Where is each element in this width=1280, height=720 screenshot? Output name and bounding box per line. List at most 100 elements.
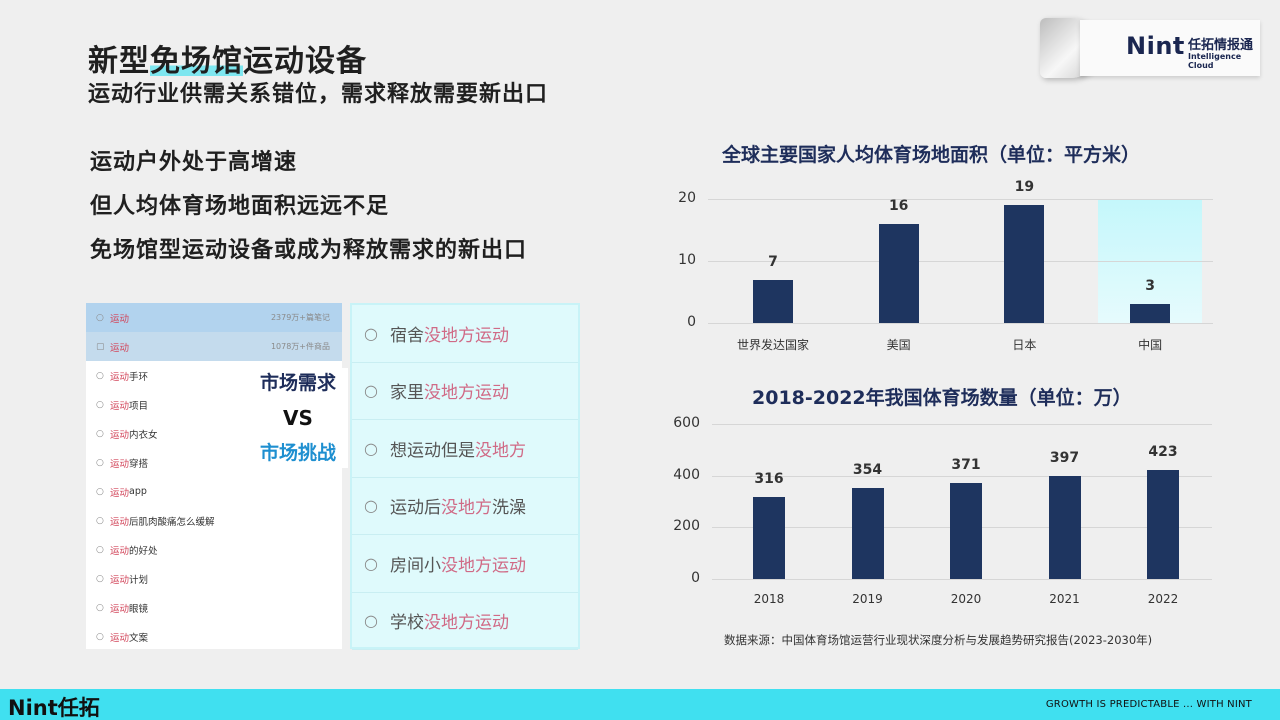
query-text: 学校 — [390, 613, 424, 634]
search-query-row[interactable]: ○ 运动后 没地方 洗澡 — [352, 478, 578, 535]
suggestion-keyword: 运动 — [110, 458, 130, 470]
bar — [753, 279, 793, 323]
logo-cn: 任拓情报通 — [1188, 38, 1254, 53]
query-text: 运动后 — [390, 498, 441, 519]
vs-box: 市场需求 VS 市场挑战 — [248, 368, 348, 468]
bar — [851, 487, 884, 579]
search-icon: ○ — [364, 611, 378, 631]
x-tick-label: 世界发达国家 — [736, 338, 809, 352]
gridline — [708, 323, 1213, 324]
footer-tagline: GROWTH IS PREDICTABLE ... WITH NINT — [1045, 699, 1252, 710]
gridline — [712, 475, 1212, 477]
search-suggestion-row[interactable]: ○ 运动 计划 — [86, 564, 342, 593]
key-point: 但人均体育场地面积远远不足 — [90, 194, 390, 219]
query-highlight: 没地方运动 — [424, 383, 509, 404]
search-query-row[interactable]: ○ 学校 没地方运动 — [352, 593, 578, 650]
bar-value-label: 354 — [852, 461, 883, 478]
search-suggestion-row[interactable]: ○ 运动 手环 — [86, 361, 342, 390]
chart1-title: 全球主要国家人均体育场地面积（单位：平方米） — [722, 144, 1141, 166]
query-highlight: 没地方运动 — [424, 325, 509, 346]
gridline — [708, 261, 1213, 262]
search-suggestion-row[interactable]: ○ 运动 项目 — [86, 390, 342, 419]
search-icon: ○ — [96, 457, 104, 468]
search-icon: ○ — [96, 370, 104, 381]
search-icon: ○ — [96, 544, 104, 555]
x-tick-label: 日本 — [1012, 338, 1037, 352]
search-suggestion-row[interactable]: ▢ 运动 1078万+件商品 — [86, 332, 342, 361]
bar — [1130, 304, 1171, 323]
page-title: 新型免场馆运动设备 — [88, 36, 367, 80]
search-suggestion-row[interactable]: ○ 运动 app — [86, 477, 342, 506]
suggestion-keyword: 运动 — [110, 371, 130, 383]
suggestion-count: 2379万+篇笔记 — [270, 313, 330, 322]
search-suggestion-row[interactable]: ○ 运动 穿搭 — [86, 448, 342, 477]
y-tick-label: 600 — [673, 415, 700, 431]
bar-value-label: 397 — [1049, 450, 1080, 467]
search-icon: ○ — [364, 438, 378, 458]
x-tick-label: 2020 — [950, 592, 982, 606]
search-icon: ○ — [96, 602, 104, 613]
logo-brand: Nint — [1126, 32, 1185, 60]
search-suggestion-row[interactable]: ○ 运动 2379万+篇笔记 — [86, 303, 342, 332]
suggestion-text: 穿搭 — [129, 458, 149, 470]
y-tick-label: 20 — [678, 190, 696, 206]
bar — [753, 497, 785, 579]
search-suggestion-row[interactable]: ○ 运动 的好处 — [86, 535, 342, 564]
page-subtitle: 运动行业供需关系错位，需求释放需要新出口 — [88, 82, 549, 107]
gridline — [712, 579, 1212, 580]
search-icon: ○ — [96, 428, 104, 439]
key-points: 运动户外处于高增速 但人均体育场地面积远远不足 免场馆型运动设备或成为释放需求的… — [90, 145, 527, 277]
logo-paper — [1080, 20, 1260, 76]
y-tick-label: 200 — [673, 518, 700, 535]
bar-value-label: 423 — [1148, 443, 1178, 460]
search-suggestion-row[interactable]: ○ 运动 文案 — [86, 622, 342, 651]
query-highlight: 没地方 — [441, 498, 492, 519]
suggestion-keyword: 运动 — [110, 516, 130, 528]
x-tick-label: 2021 — [1049, 592, 1080, 606]
x-tick-label: 2022 — [1147, 592, 1179, 606]
suggestion-text: 计划 — [129, 574, 149, 586]
search-icon: ○ — [96, 312, 104, 323]
y-tick-label: 400 — [673, 466, 700, 483]
query-text: 家里 — [390, 383, 424, 404]
suggestion-keyword: 运动 — [110, 487, 130, 499]
x-tick-label: 2019 — [852, 592, 883, 606]
logo-en: Intelligence Cloud — [1188, 52, 1242, 70]
bar — [950, 483, 982, 579]
search-query-row[interactable]: ○ 房间小 没地方运动 — [352, 535, 578, 593]
x-tick-label: 中国 — [1138, 338, 1163, 352]
search-suggestion-row[interactable]: ○ 运动 后肌肉酸痛怎么缓解 — [86, 506, 342, 535]
search-query-row[interactable]: ○ 想运动但是 没地方 — [352, 420, 578, 478]
bar — [1048, 476, 1081, 579]
search-icon: ○ — [364, 553, 378, 573]
suggestion-keyword: 运动 — [110, 574, 130, 586]
suggestion-text: 文案 — [129, 632, 149, 644]
search-suggestion-row[interactable]: ○ 运动 眼镜 — [86, 593, 342, 622]
suggestion-text: 后肌肉酸痛怎么缓解 — [129, 516, 215, 528]
title-highlight: 免场馆 — [150, 44, 243, 79]
bar-value-label: 16 — [888, 197, 909, 214]
bar — [1147, 469, 1179, 579]
search-icon: ○ — [364, 323, 378, 343]
search-icon: ○ — [96, 631, 104, 642]
suggestion-text: app — [129, 486, 147, 497]
search-query-row[interactable]: ○ 家里 没地方运动 — [352, 363, 578, 420]
suggestion-keyword: 运动 — [110, 400, 130, 412]
challenge-label: 市场挑战 — [259, 442, 336, 464]
suggestion-keyword: 运动 — [110, 342, 130, 354]
suggestion-keyword: 运动 — [110, 603, 130, 615]
suggestion-keyword: 运动 — [110, 545, 130, 557]
vs-label: VS — [283, 406, 313, 430]
search-suggestion-row[interactable]: ○ 运动 内衣女 — [86, 419, 342, 448]
bar-value-label: 7 — [768, 253, 778, 270]
x-tick-label: 美国 — [886, 338, 911, 352]
bar — [878, 223, 919, 323]
bar — [1004, 205, 1045, 323]
x-tick-label: 2018 — [753, 592, 785, 606]
footer-bar: Nint任拓 GROWTH IS PREDICTABLE ... WITH NI… — [0, 689, 1280, 720]
suggestion-count: 1078万+件商品 — [270, 342, 330, 351]
search-query-row[interactable]: ○ 宿舍 没地方运动 — [352, 305, 578, 363]
suggestion-text: 项目 — [129, 400, 149, 412]
query-highlight: 没地方运动 — [424, 613, 509, 634]
title-part: 运动设备 — [243, 44, 367, 79]
